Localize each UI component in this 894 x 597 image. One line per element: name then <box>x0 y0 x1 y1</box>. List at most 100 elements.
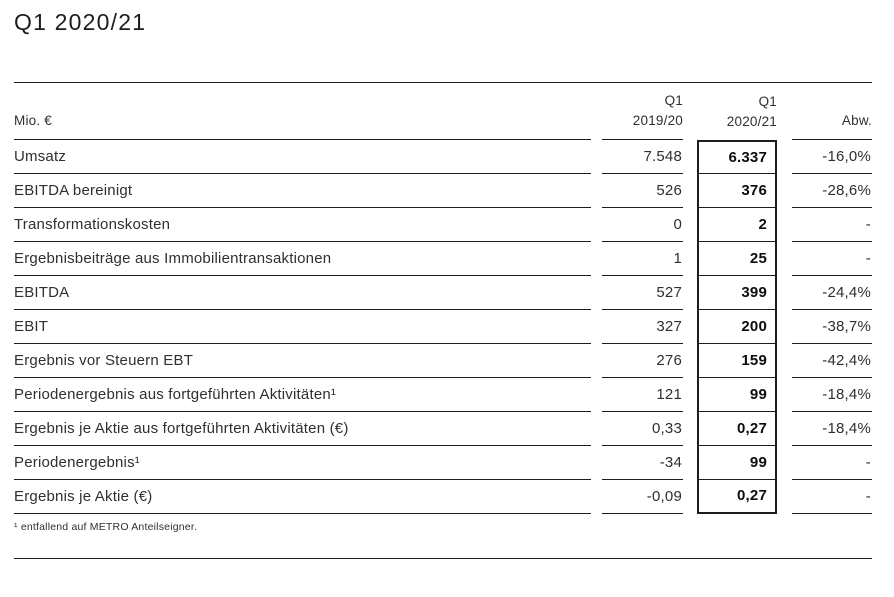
row-label: Umsatz <box>14 140 591 174</box>
header-prev-line1: Q1 <box>664 93 683 109</box>
value-current-year: 376 <box>697 173 777 208</box>
value-prev-year: 0,33 <box>602 412 683 446</box>
value-current-year: 99 <box>697 377 777 412</box>
table-row: Ergebnis je Aktie aus fortgeführten Akti… <box>14 411 872 446</box>
header-abw-label: Abw. <box>841 113 872 129</box>
header-curr-line2: 2020/21 <box>726 114 777 130</box>
value-deviation: -18,4% <box>792 412 872 446</box>
value-deviation: - <box>792 446 872 480</box>
table-row: EBITDA bereinigt 526 376 -28,6% <box>14 173 872 208</box>
column-gap <box>777 310 792 344</box>
column-gap <box>777 242 792 276</box>
header-curr-line1: Q1 <box>758 94 777 110</box>
row-label: Ergebnis je Aktie aus fortgeführten Akti… <box>14 412 591 446</box>
value-deviation: -38,7% <box>792 310 872 344</box>
column-gap <box>683 276 697 310</box>
row-label: EBITDA bereinigt <box>14 174 591 208</box>
column-gap <box>591 412 602 446</box>
column-gap <box>591 276 602 310</box>
column-gap <box>591 344 602 378</box>
column-gap <box>683 140 697 174</box>
table-row: Ergebnis je Aktie (€) -0,09 0,27 - <box>14 479 872 514</box>
value-deviation: -16,0% <box>792 140 872 174</box>
value-prev-year: 1 <box>602 242 683 276</box>
column-header-q1-2019-20: Q1 2019/20 <box>602 83 683 140</box>
column-gap <box>777 174 792 208</box>
value-current-year: 6.337 <box>697 139 777 174</box>
column-gap <box>683 412 697 446</box>
value-current-year: 25 <box>697 241 777 276</box>
column-gap <box>777 83 792 140</box>
column-gap <box>683 378 697 412</box>
column-gap <box>683 242 697 276</box>
table-row: Periodenergebnis aus fortgeführten Aktiv… <box>14 377 872 412</box>
column-gap <box>591 174 602 208</box>
unit-label: Mio. € <box>14 113 52 129</box>
column-gap <box>777 412 792 446</box>
column-gap <box>591 480 602 514</box>
value-prev-year: 0 <box>602 208 683 242</box>
value-deviation: -28,6% <box>792 174 872 208</box>
value-prev-year: 526 <box>602 174 683 208</box>
bottom-rule <box>14 557 872 559</box>
row-label: Ergebnis je Aktie (€) <box>14 480 591 514</box>
column-gap <box>591 242 602 276</box>
column-gap <box>683 174 697 208</box>
value-current-year: 2 <box>697 207 777 242</box>
row-label: Transformationskosten <box>14 208 591 242</box>
value-deviation: -18,4% <box>792 378 872 412</box>
column-gap <box>683 344 697 378</box>
column-gap <box>683 310 697 344</box>
table-header-row: Mio. € Q1 2019/20 Q1 2020/21 Abw. <box>14 83 872 140</box>
column-gap <box>591 378 602 412</box>
row-label: Periodenergebnis aus fortgeführten Aktiv… <box>14 378 591 412</box>
value-prev-year: 121 <box>602 378 683 412</box>
row-label: Ergebnisbeiträge aus Immobilientransakti… <box>14 242 591 276</box>
value-current-year: 0,27 <box>697 411 777 446</box>
value-deviation: - <box>792 480 872 514</box>
value-current-year: 200 <box>697 309 777 344</box>
table-row: Periodenergebnis¹ -34 99 - <box>14 445 872 480</box>
value-current-year: 0,27 <box>697 479 777 514</box>
value-prev-year: -34 <box>602 446 683 480</box>
value-prev-year: 276 <box>602 344 683 378</box>
value-prev-year: 527 <box>602 276 683 310</box>
value-prev-year: 7.548 <box>602 140 683 174</box>
column-gap <box>591 310 602 344</box>
row-label: Periodenergebnis¹ <box>14 446 591 480</box>
column-gap <box>777 446 792 480</box>
column-header-q1-2020-21: Q1 2020/21 <box>697 83 777 140</box>
table-body: Umsatz 7.548 6.337 -16,0% EBITDA bereini… <box>14 139 872 514</box>
header-prev-line2: 2019/20 <box>632 113 683 129</box>
row-label: EBIT <box>14 310 591 344</box>
footnote: ¹ entfallend auf METRO Anteilseigner. <box>14 520 198 533</box>
table-row: Umsatz 7.548 6.337 -16,0% <box>14 139 872 174</box>
column-header-abw: Abw. <box>792 83 872 140</box>
table-row: EBIT 327 200 -38,7% <box>14 309 872 344</box>
table-row: Transformationskosten 0 2 - <box>14 207 872 242</box>
value-deviation: - <box>792 208 872 242</box>
value-current-year: 159 <box>697 343 777 378</box>
table-row: Ergebnis vor Steuern EBT 276 159 -42,4% <box>14 343 872 378</box>
top-rule <box>14 81 872 83</box>
column-gap <box>683 83 697 140</box>
value-deviation: -42,4% <box>792 344 872 378</box>
table-row: Ergebnisbeiträge aus Immobilientransakti… <box>14 241 872 276</box>
value-current-year: 99 <box>697 445 777 480</box>
value-current-year: 399 <box>697 275 777 310</box>
value-deviation: - <box>792 242 872 276</box>
table-row: EBITDA 527 399 -24,4% <box>14 275 872 310</box>
report-page: Q1 2020/21 Mio. € Q1 2019/20 Q1 2020/21 … <box>0 9 894 559</box>
column-gap <box>777 378 792 412</box>
row-label: Ergebnis vor Steuern EBT <box>14 344 591 378</box>
column-gap <box>777 480 792 514</box>
column-gap <box>777 276 792 310</box>
column-gap <box>591 446 602 480</box>
column-gap <box>683 208 697 242</box>
value-deviation: -24,4% <box>792 276 872 310</box>
row-label: EBITDA <box>14 276 591 310</box>
column-gap <box>777 208 792 242</box>
value-prev-year: 327 <box>602 310 683 344</box>
column-gap <box>591 208 602 242</box>
column-gap <box>591 140 602 174</box>
